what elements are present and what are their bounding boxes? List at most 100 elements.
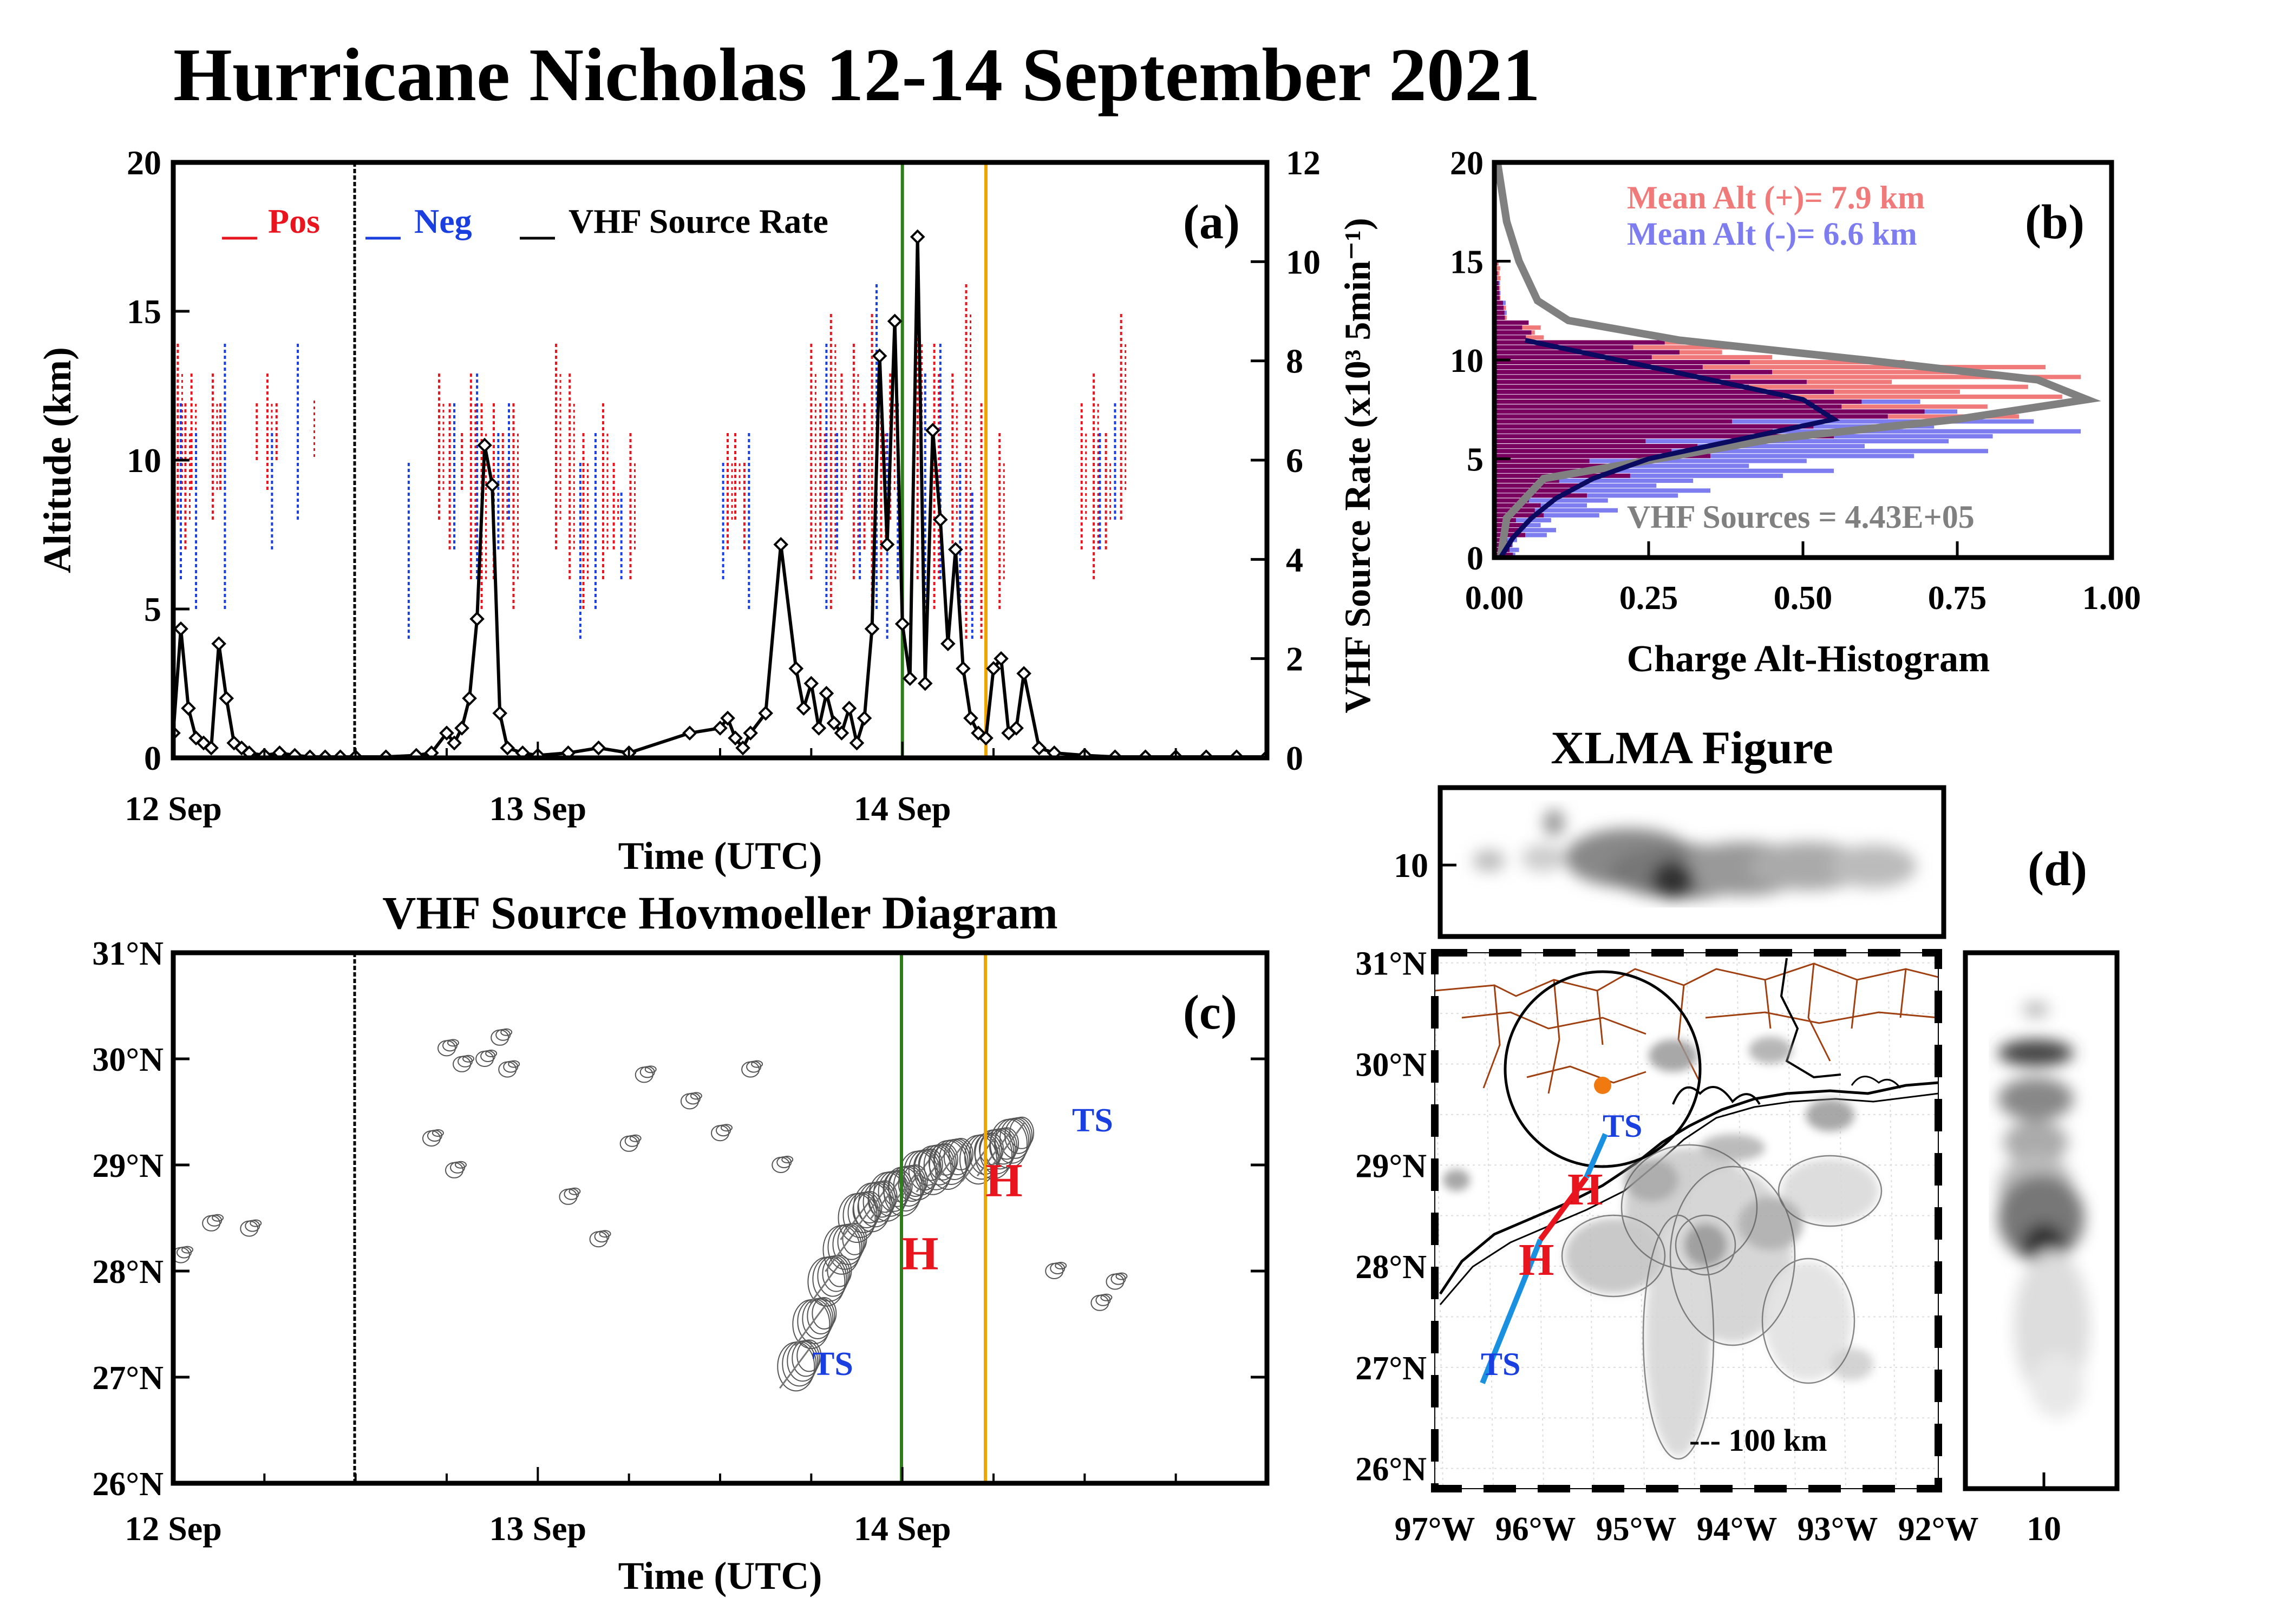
contour-streak [991,1121,1026,1166]
neg-histogram-bar [1494,473,1783,478]
y2-tick-label: 2 [1286,640,1303,678]
panel-a-label: (a) [1183,195,1240,249]
overlap-histogram-bar [1494,394,1783,399]
overlap-histogram-bar [1494,315,1505,320]
vhf-source-rate-point [219,691,234,706]
contour-ring [432,1129,444,1137]
panel-b: 0.00 0.25 0.50 0.75 1.00 0 5 10 15 20 Mean Alt (+… [1450,145,2141,680]
contour-streak [916,1148,950,1193]
vhf-source-rate-point [902,671,918,686]
y-tick-label: 5 [144,590,161,628]
overlap-histogram-bar [1494,389,1834,394]
vhf-source-rate-point [841,700,857,716]
vhf-source-rate-point [879,537,895,552]
pos-charge-series [177,281,1127,639]
x-tick-label: 0.25 [1619,580,1678,617]
contour-ring [599,1230,611,1238]
vhf-source-rate-point [963,710,978,726]
contour-ring [212,1214,224,1222]
mean-alt-pos: Mean Alt (+)= 7.9 km [1627,180,1925,215]
contour-streak [809,1259,844,1304]
vhf-source-rate-point [173,621,188,637]
contour-ring [589,1231,608,1248]
lon-tick-label: 93°W [1798,1511,1878,1548]
vhf-source-rate-point [454,721,469,736]
contour-streak [900,1153,935,1198]
overlap-histogram-bar [1494,439,1646,444]
contour-ring [437,1040,456,1057]
vhf-source-rate-point [811,721,827,736]
contour-ring [1009,1116,1035,1149]
overlap-histogram-bar [1494,310,1505,315]
panel-a-xlabel: Time (UTC) [618,834,822,878]
y-tick-label: 26°N [92,1466,164,1503]
overlap-histogram-bar [1494,449,1672,454]
lat-tick-label: 30°N [1355,1046,1427,1083]
overlap-histogram-bar [1494,424,1814,429]
vhf-source-rate-point [917,676,933,691]
vhf-source-rate-point [925,423,940,438]
lat-tick-label: 28°N [1355,1249,1427,1286]
vhf-source-rate-point [515,745,531,758]
lon-tick-label: 95°W [1596,1511,1677,1548]
vhf-source-rate-point [849,735,865,751]
y-tick-label: 15 [127,292,161,331]
overlap-histogram-bar [1494,305,1504,310]
contour-streak [840,1196,874,1240]
figure-title: Hurricane Nicholas 12-14 September 2021 [173,33,1540,117]
vhf-source-rate-point [894,616,910,632]
vhf-source-rate-point [986,661,1001,676]
vhf-source-rate-point [1016,666,1031,681]
overlap-histogram-bar [1494,479,1559,483]
overlap-histogram-bar [1494,370,1772,375]
vhf-source-rate-point [211,636,226,651]
x-tick-label: 13 Sep [489,789,587,828]
contour-ring [644,1065,657,1073]
vhf-source-rate-point [439,725,454,741]
x-tick-label: 0.75 [1928,580,1987,617]
x-tick-label: 14 Sep [854,1509,951,1548]
panel-b-xlabel: Charge Alt-Histogram [1627,638,1990,680]
overlap-histogram-bar [1494,533,1525,538]
vhf-source-rate-point [872,348,887,364]
panel-c-label: (c) [1183,986,1237,1039]
overlap-histogram-bar [1494,463,1622,468]
y2-tick-label: 4 [1286,540,1303,579]
contour-ring [948,1138,973,1170]
vhf-source-rate-point [447,735,462,751]
overlap-histogram-bar [1494,330,1532,335]
y-tick-label: 10 [1450,343,1484,379]
panel-b-label: (b) [2025,195,2084,249]
map-scale: --- 100 km [1689,1423,1827,1458]
panel-d-title: XLMA Figure [1551,722,1833,774]
neg-charge-curve [1498,338,1840,558]
neg-histogram-bar [1494,518,1551,523]
overlap-histogram-bar [1494,320,1528,325]
contour-ring [1055,1262,1067,1269]
vhf-source-rate-point [720,710,735,726]
vhf-source-rate-point [181,700,196,716]
y-tick-label: 31°N [92,935,164,972]
contour-ring [485,1050,498,1057]
map: 26°N 27°N 28°N 29°N 30°N 31°N 97°W 96°W 95°W 94°W… [1355,946,1978,1548]
lon-tick-label: 97°W [1395,1511,1475,1548]
vhf-source-rate-point [773,537,789,552]
overlap-histogram-bar [1494,419,1732,424]
vhf-source-rate-point [956,661,971,676]
neg-histogram-bar [1494,449,1988,454]
contour-ring [680,1093,699,1110]
panel-c: VHF Source Hovmoeller Diagram 26°N 27°N 28… [92,887,1270,1597]
hovmoeller-contours [173,1028,1128,1392]
contour-ring [635,1066,654,1083]
lat-tick-label: 31°N [1355,946,1427,983]
contour-ring [498,1061,517,1078]
x-tick-label: 12 Sep [125,1509,222,1548]
hov-marker-h-1: H [901,1228,938,1280]
y-tick-label: 30°N [92,1042,164,1078]
vhf-source-rate-point [477,437,492,453]
vhf-source-rate-point [560,745,576,758]
contour-streak [855,1185,889,1230]
overlap-histogram-bar [1494,459,1590,463]
y-tick-label: 27°N [92,1360,164,1397]
contour-ring [781,1156,794,1163]
